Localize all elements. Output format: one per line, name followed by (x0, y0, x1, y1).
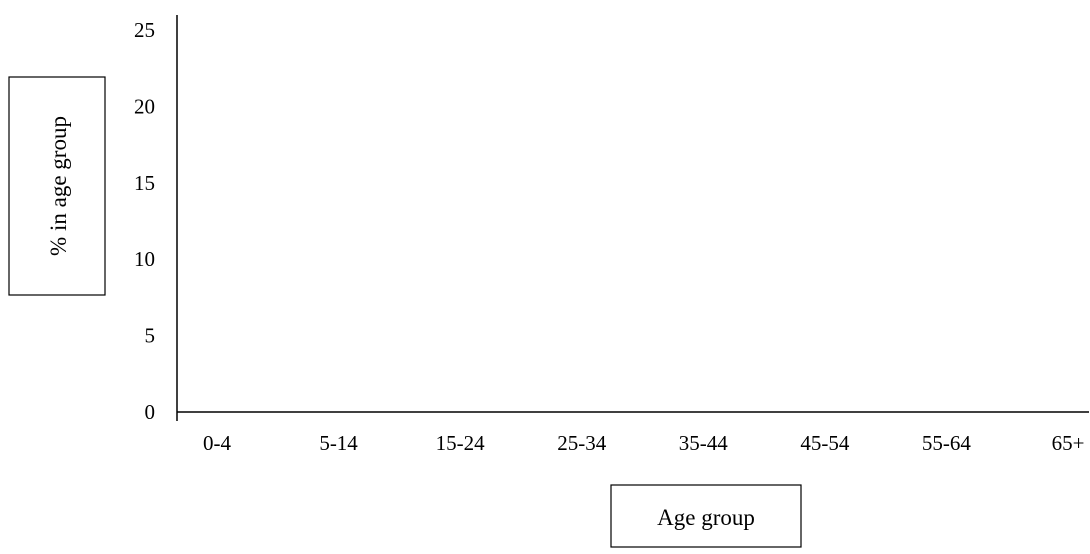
y-axis-label: % in age group (46, 116, 71, 256)
x-tick-label: 15-24 (436, 431, 485, 455)
x-axis-label-box: Age group (610, 484, 802, 548)
y-tick-label: 15 (134, 171, 155, 195)
x-tick-label: 35-44 (679, 431, 728, 455)
x-tick-label: 65+ (1052, 431, 1085, 455)
y-axis-label-box: % in age group (8, 76, 106, 296)
x-tick-label: 45-54 (800, 431, 849, 455)
x-tick-label: 55-64 (922, 431, 971, 455)
y-tick-label: 25 (134, 18, 155, 42)
y-tick-labels: 0 5 10 15 20 25 (134, 18, 155, 424)
x-tick-labels: 0-4 5-14 15-24 25-34 35-44 45-54 55-64 65+ (203, 431, 1084, 455)
y-tick-label: 0 (145, 400, 156, 424)
y-tick-label: 10 (134, 247, 155, 271)
y-tick-label: 5 (145, 324, 156, 348)
x-axis-label: Age group (657, 505, 755, 530)
x-tick-label: 5-14 (319, 431, 358, 455)
y-tick-label: 20 (134, 94, 155, 118)
x-tick-label: 25-34 (557, 431, 606, 455)
x-tick-label: 0-4 (203, 431, 231, 455)
